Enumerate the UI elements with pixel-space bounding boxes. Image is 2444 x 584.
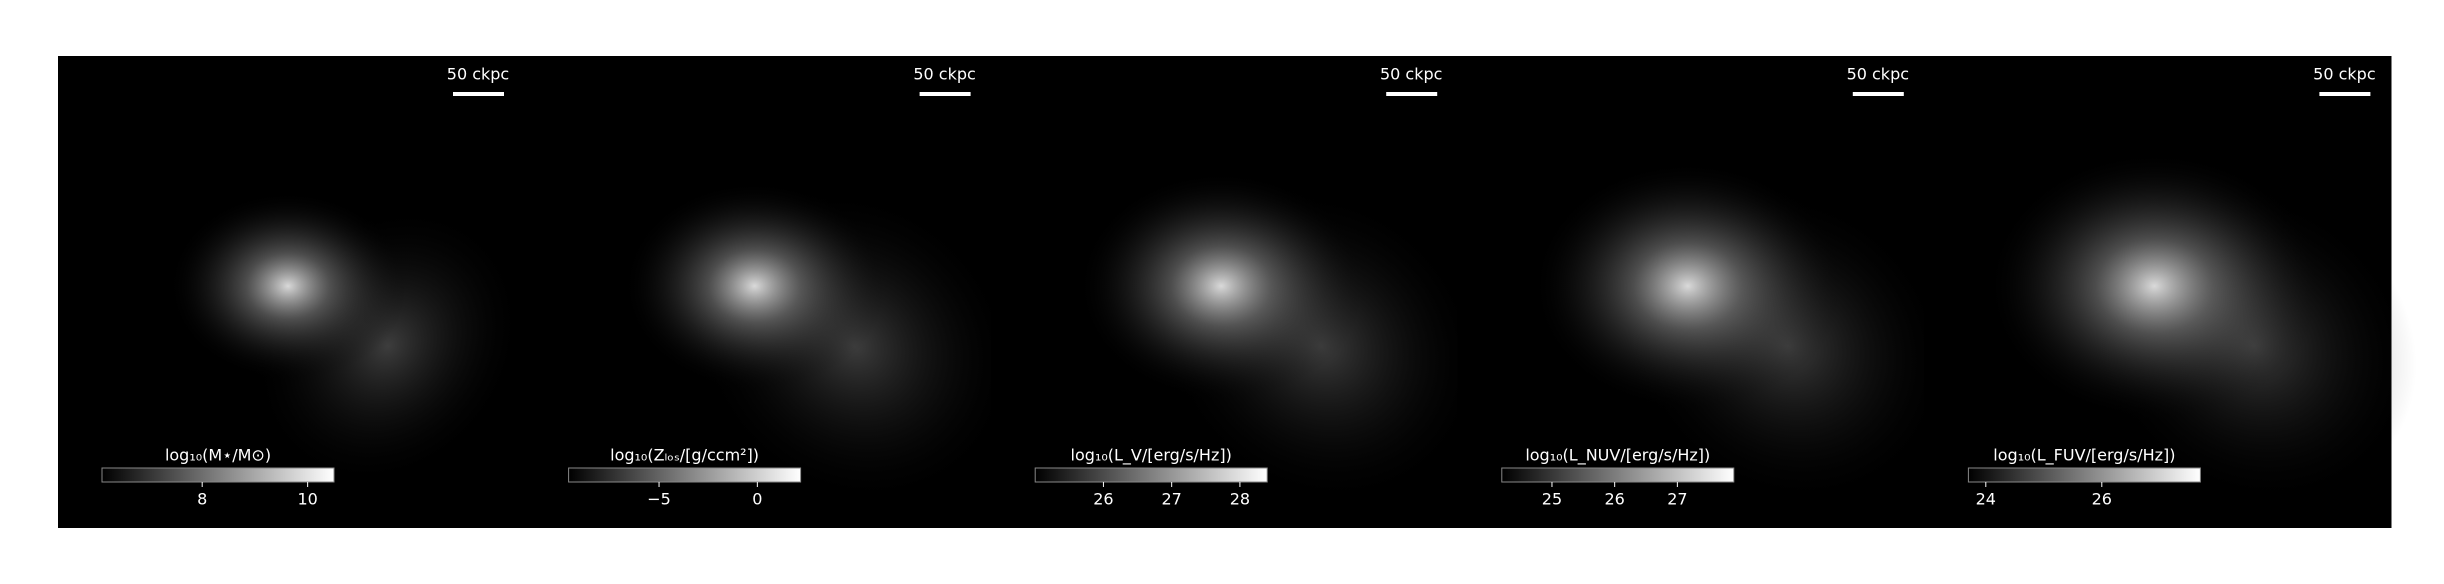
colorbar <box>1501 467 1735 483</box>
colorbar-tick-label: 27 <box>1667 490 1687 509</box>
colorbar-label: log₁₀(L_NUV/[erg/s/Hz]) <box>1525 446 1710 466</box>
colorbar-label: log₁₀(M⋆/M⊙) <box>165 446 271 465</box>
galaxy-core <box>622 181 887 391</box>
colorbar-tick-label: 28 <box>1230 490 1250 509</box>
scalebar-label: 50 ckpc <box>1847 65 1909 84</box>
colorbar-tick-label: 27 <box>1161 490 1181 509</box>
galaxy-core <box>168 191 408 381</box>
colorbar-tick-label: 24 <box>1976 490 1996 509</box>
colorbar-tick-label: 0 <box>752 490 762 509</box>
colorbar <box>101 467 335 483</box>
colorbar <box>1034 467 1268 483</box>
colorbar-tick-label: 26 <box>1093 490 1113 509</box>
colorbar-label: log₁₀(L_V/[erg/s/Hz]) <box>1071 446 1232 466</box>
colorbar-tick-label: 25 <box>1542 490 1562 509</box>
colorbar-tick-label: 26 <box>2092 490 2112 509</box>
galaxy-core <box>1531 161 1844 411</box>
scalebar-label: 50 ckpc <box>2313 65 2375 84</box>
galaxy-core <box>1077 171 1366 401</box>
colorbar-label: log₁₀(L_FUV/[erg/s/Hz]) <box>1993 446 2175 466</box>
colorbar-tick-label: 10 <box>297 490 317 509</box>
galaxy-core <box>1986 151 2323 421</box>
colorbar-tick-label: −5 <box>647 490 671 509</box>
colorbar-label: log₁₀(Zₗₒₛ/[g/ccm²]) <box>610 446 759 465</box>
colorbar-tick-label: 26 <box>1604 490 1624 509</box>
scalebar-label: 50 ckpc <box>913 65 975 84</box>
colorbar <box>1967 467 2201 483</box>
colorbar-tick-label: 8 <box>197 490 207 509</box>
scalebar-label: 50 ckpc <box>447 65 509 84</box>
colorbar <box>568 467 802 483</box>
scalebar-label: 50 ckpc <box>1380 65 1442 84</box>
